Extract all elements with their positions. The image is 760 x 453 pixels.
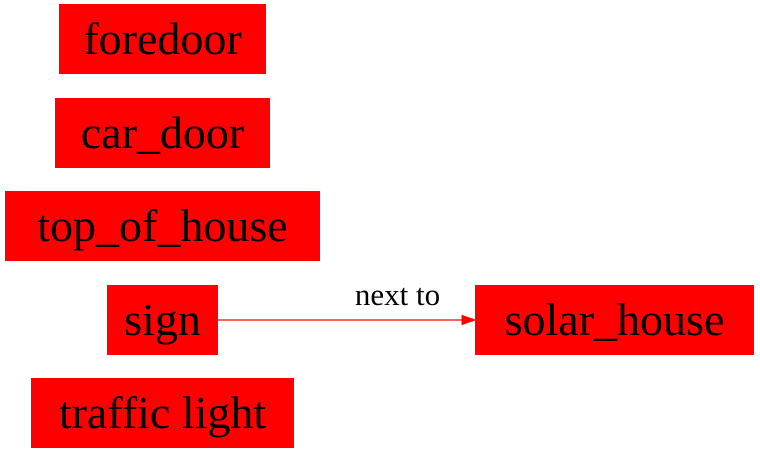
node-top-of-house: top_of_house — [5, 191, 320, 261]
node-top-of-house-label: top_of_house — [37, 200, 288, 251]
node-solar-house: solar_house — [475, 285, 754, 355]
node-sign: sign — [107, 285, 218, 355]
node-sign-label: sign — [124, 294, 201, 345]
node-traffic-light: traffic light — [31, 378, 294, 448]
edge-label-next-to: next to — [354, 277, 441, 312]
node-car-door-label: car_door — [80, 107, 245, 158]
edge-arrowhead — [461, 314, 477, 326]
node-solar-house-label: solar_house — [504, 294, 725, 345]
node-foredoor-label: foredoor — [83, 13, 242, 64]
node-traffic-light-label: traffic light — [58, 387, 267, 438]
node-foredoor: foredoor — [59, 4, 266, 74]
node-car-door: car_door — [55, 98, 270, 168]
